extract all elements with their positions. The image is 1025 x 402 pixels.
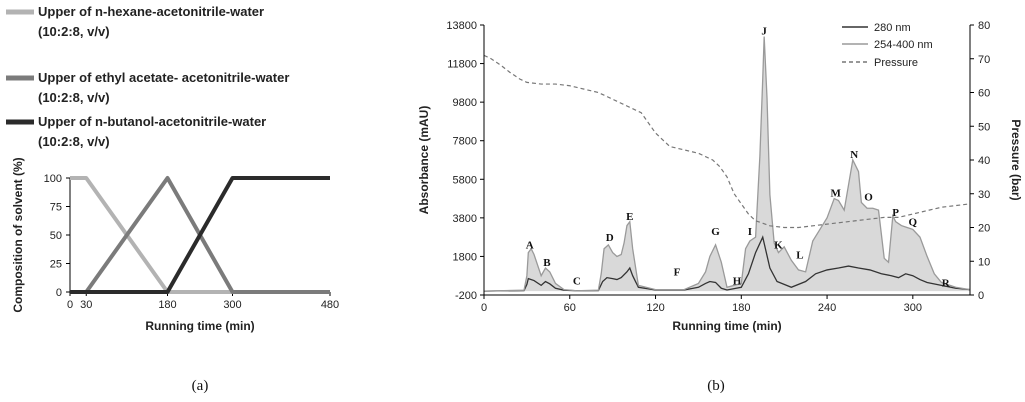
b-y-tick-label-5: 9800	[453, 97, 477, 109]
b-series-line-1	[483, 36, 971, 292]
chart-b-x-label: Running time (min)	[672, 319, 781, 333]
b-x-tick-label-2: 120	[646, 302, 664, 314]
a-x-tick-label-2: 180	[158, 299, 176, 311]
a-y-tick-label-2: 50	[50, 230, 62, 242]
a-x-tick-label-0: 0	[67, 299, 73, 311]
a-legend-label-0: Upper of n-hexane-acetonitrile-water	[38, 4, 264, 19]
chart-a-x-ticks: 0 30 180 300 480	[67, 292, 339, 311]
b-x-tick-label-4: 240	[818, 302, 836, 314]
b-x-tick-label-5: 300	[904, 302, 922, 314]
a-series-line-2	[70, 176, 330, 294]
b-y2-tick-label-5: 50	[978, 121, 990, 133]
a-x-tick-label-1: 30	[80, 299, 92, 311]
a-legend-sublabel-1: (10:2:8, v/v)	[38, 90, 110, 105]
chart-a-y-label: Composition of solvent (%)	[11, 157, 25, 312]
chart-a-legend: Upper of n-hexane-acetonitrile-water (10:…	[6, 4, 289, 149]
b-peak-label-P: P	[892, 207, 899, 219]
chart-a-y-ticks: 0 25 50 75 100	[44, 173, 70, 299]
b-y-tick-label-1: 1800	[453, 251, 477, 263]
a-y-tick-label-3: 75	[50, 202, 62, 214]
b-y2-tick-label-2: 20	[978, 223, 990, 235]
b-peak-label-R: R	[942, 277, 951, 289]
a-x-tick-label-4: 480	[321, 299, 339, 311]
chart-a-x-label: Running time (min)	[145, 319, 254, 333]
b-peak-label-C: C	[573, 275, 581, 287]
caption-b: (b)	[707, 378, 725, 394]
b-y2-tick-label-4: 40	[978, 155, 990, 167]
chart-b-legend: 280 nm 254-400 nm Pressure	[842, 22, 933, 69]
a-legend-label-2: Upper of n-butanol-acetonitrile-water	[38, 114, 266, 129]
b-y-tick-label-3: 5800	[453, 174, 477, 186]
a-x-tick-label-3: 300	[223, 299, 241, 311]
b-y-tick-label-6: 11800	[447, 59, 477, 71]
chart-b-area-fill	[484, 36, 970, 292]
b-y-tick-label-2: 3800	[453, 213, 477, 225]
a-y-tick-label-1: 25	[50, 259, 62, 271]
b-x-tick-label-1: 60	[564, 302, 576, 314]
a-legend-sublabel-0: (10:2:8, v/v)	[38, 24, 110, 39]
b-peak-label-E: E	[626, 211, 633, 223]
b-y-tick-label-0: -200	[455, 290, 477, 302]
b-legend-label-0: 280 nm	[874, 22, 911, 34]
b-y2-tick-label-6: 60	[978, 88, 990, 100]
b-peak-label-F: F	[674, 267, 681, 279]
b-peak-label-Q: Q	[909, 217, 918, 229]
b-series-line-0	[483, 235, 971, 292]
b-y2-tick-label-1: 10	[978, 256, 990, 268]
b-y-tick-label-7: 13800	[446, 20, 477, 32]
chart-b-peak-labels: AB C DE F G H I J K L M N O PQ R	[526, 26, 951, 290]
a-y-tick-label-4: 100	[44, 173, 62, 185]
b-legend-label-1: 254-400 nm	[874, 39, 933, 51]
b-x-tick-label-0: 0	[481, 302, 487, 314]
b-peak-label-L: L	[796, 249, 803, 261]
b-peak-label-B: B	[543, 257, 551, 269]
a-legend-sublabel-2: (10:2:8, v/v)	[38, 134, 110, 149]
chart-b-y-label: Absorbance (mAU)	[417, 106, 431, 215]
b-peak-label-H: H	[733, 275, 742, 287]
chart-b-y2-ticks: 0 10 20 30 40 50 60 70 80	[970, 20, 990, 302]
b-y2-tick-label-0: 0	[978, 290, 984, 302]
chart-b-y2-label: Pressure (bar)	[1009, 119, 1023, 200]
b-peak-label-K: K	[774, 240, 783, 252]
chart-b-x-ticks: 0 60 120 180 240 300	[481, 295, 922, 314]
chart-b-series	[483, 36, 971, 292]
b-peak-label-J: J	[761, 26, 767, 38]
b-peak-label-O: O	[864, 192, 873, 204]
a-y-tick-label-0: 0	[56, 287, 62, 299]
chart-b-y-ticks: -200 1800 3800 5800 7800 9800 11800 13800	[446, 20, 484, 302]
b-series-line-2	[483, 54, 971, 229]
b-y2-tick-label-8: 80	[978, 20, 990, 32]
b-peak-label-G: G	[711, 226, 720, 238]
chart-a-series	[70, 176, 330, 294]
a-legend-label-1: Upper of ethyl acetate- acetonitrile-wat…	[38, 70, 289, 85]
b-y-tick-label-4: 7800	[453, 136, 477, 148]
b-legend-label-2: Pressure	[874, 57, 918, 69]
b-area-254-400	[484, 36, 970, 292]
b-peak-label-I: I	[748, 226, 752, 238]
b-peak-label-N: N	[850, 149, 858, 161]
b-y2-tick-label-3: 30	[978, 189, 990, 201]
caption-a: (a)	[192, 378, 209, 394]
b-y2-tick-label-7: 70	[978, 54, 990, 66]
b-peak-label-M: M	[830, 188, 841, 200]
chart-a: Upper of n-hexane-acetonitrile-water (10:…	[6, 4, 339, 394]
b-peak-label-A: A	[526, 240, 534, 252]
b-peak-label-D: D	[606, 232, 614, 244]
b-x-tick-label-3: 180	[732, 302, 750, 314]
